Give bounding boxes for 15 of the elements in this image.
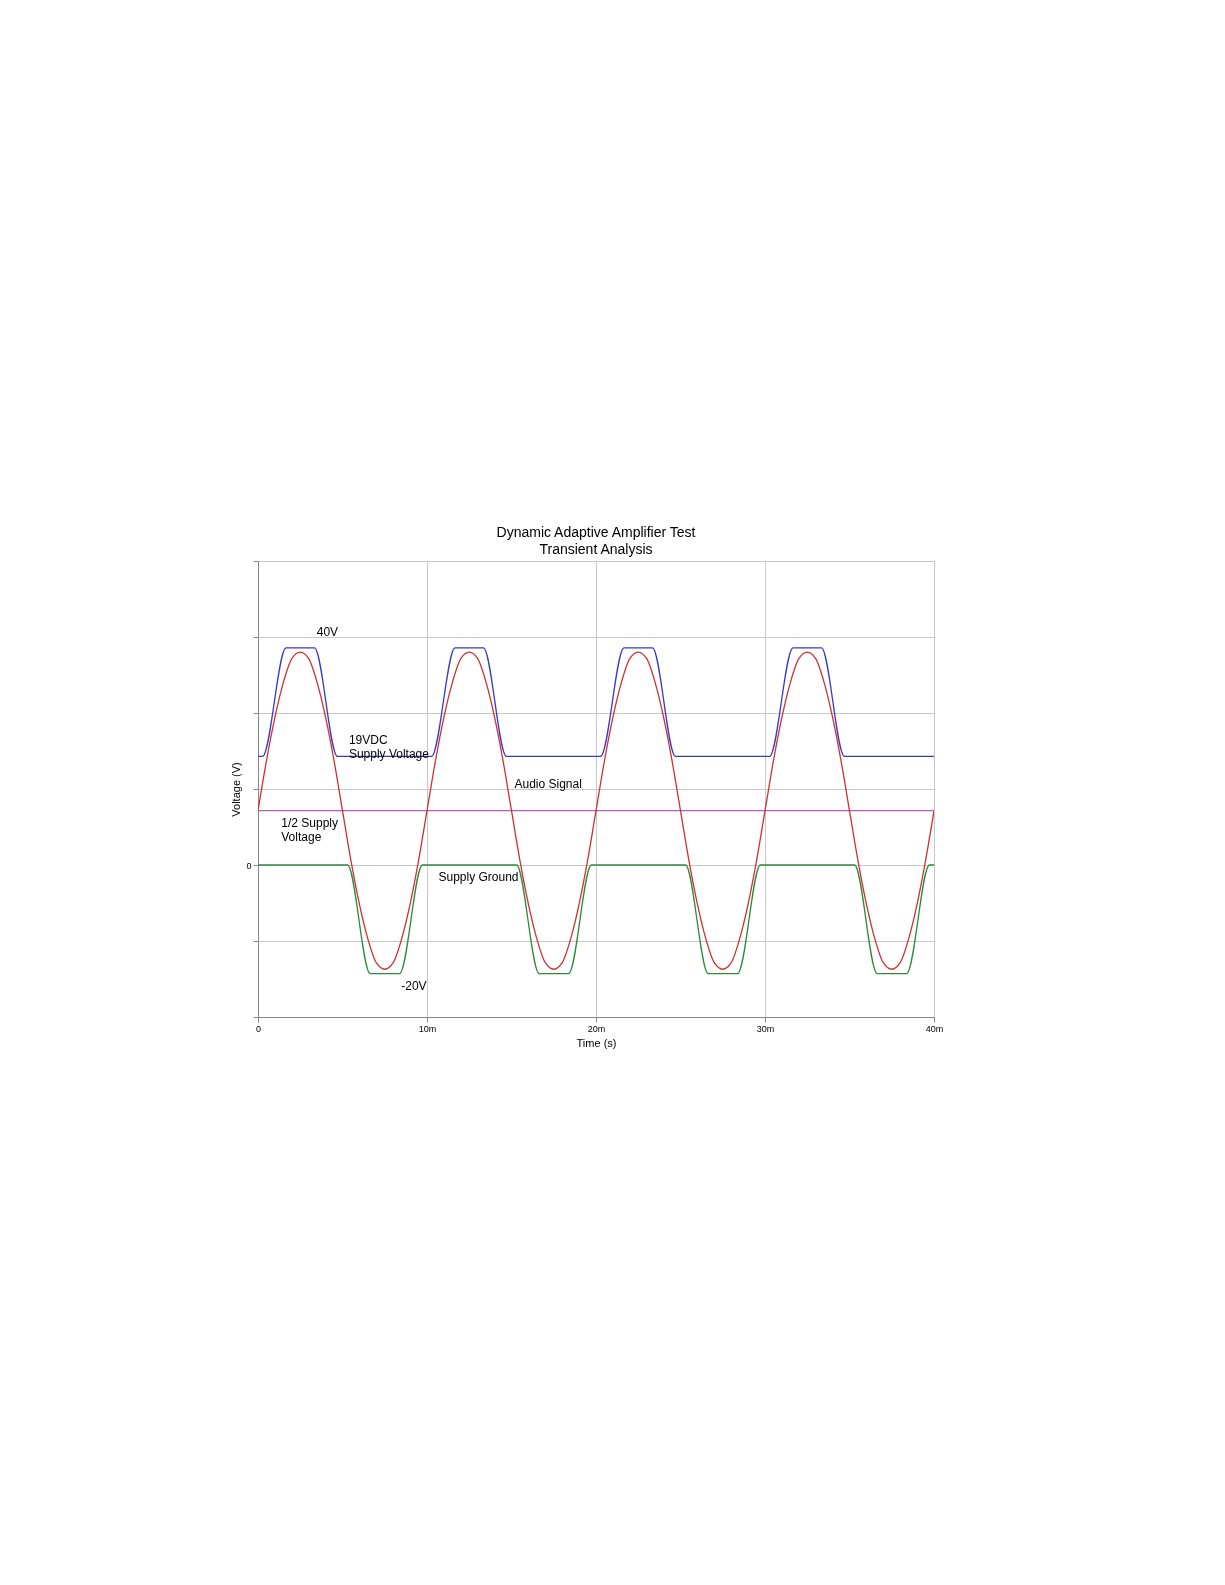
x-tick-label: 0	[255, 1023, 262, 1034]
chart-title: Dynamic Adaptive Amplifier Test	[496, 523, 696, 540]
x-tick-label: 20m	[587, 1023, 606, 1034]
x-axis-title: Time (s)	[576, 1036, 617, 1049]
annotation: Audio Signal	[514, 776, 582, 791]
annotation: Supply Ground	[438, 870, 519, 884]
annotation: 1/2 Supply Voltage	[281, 815, 338, 844]
text: 0	[246, 860, 252, 871]
annotation: -20V	[401, 978, 427, 993]
x-tick-label: 40m	[925, 1023, 944, 1034]
annotation: 40V	[316, 624, 339, 639]
y-axis-title: Voltage (V)	[230, 762, 243, 817]
chart-subtitle: Transient Analysis	[539, 540, 653, 557]
x-tick-label: 10m	[418, 1023, 437, 1034]
x-tick-label: 30m	[756, 1023, 775, 1034]
